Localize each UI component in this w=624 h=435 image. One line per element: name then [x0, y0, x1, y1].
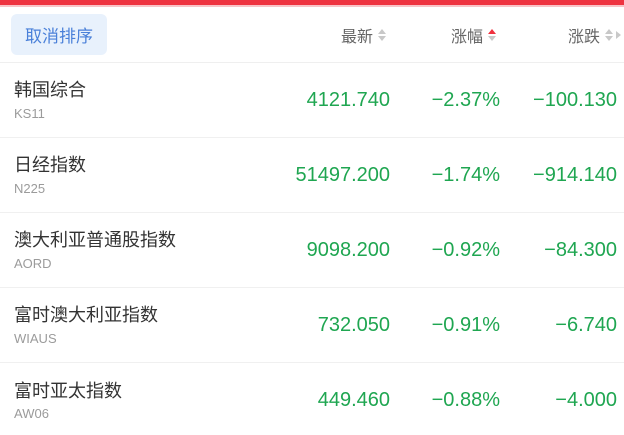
- index-row[interactable]: 日经指数 N225 51497.200 −1.74% −914.140: [0, 138, 624, 213]
- change-amount: −4.000: [555, 389, 617, 411]
- index-row[interactable]: 韩国综合 KS11 4121.740 −2.37% −100.130: [0, 63, 624, 138]
- index-identity: 富时亚太指数 AW06: [14, 380, 270, 422]
- index-row[interactable]: 富时亚太指数 AW06 449.460 −0.88% −4.000: [0, 363, 624, 435]
- index-name: 日经指数: [14, 155, 86, 176]
- index-code: AW06: [14, 406, 49, 422]
- column-header-last[interactable]: 最新: [266, 23, 386, 47]
- column-header-change-percent-label: 涨幅: [450, 28, 483, 46]
- last-price: 732.050: [317, 313, 390, 336]
- index-identity: 日经指数 N225: [14, 154, 270, 196]
- sort-arrows-icon: [605, 28, 613, 41]
- column-header-change-percent[interactable]: 涨幅: [386, 23, 496, 47]
- change-amount: −914.140: [533, 163, 617, 186]
- change-percent: −0.92%: [431, 238, 500, 261]
- index-code: N225: [14, 180, 46, 196]
- index-row[interactable]: 富时澳大利亚指数 WIAUS 732.050 −0.91% −6.740: [0, 288, 624, 363]
- last-price: 51497.200: [295, 163, 390, 186]
- column-switch-zone[interactable]: [613, 30, 624, 39]
- index-row[interactable]: 澳大利亚普通股指数 AORD 9098.200 −0.92% −84.300: [0, 213, 624, 288]
- index-code: WIAUS: [14, 330, 57, 346]
- index-row-list: 韩国综合 KS11 4121.740 −2.37% −100.130 日经指数 …: [0, 63, 624, 435]
- chevron-right-icon: [616, 30, 621, 39]
- index-identity: 富时澳大利亚指数 WIAUS: [14, 304, 270, 346]
- sort-arrows-icon: [378, 28, 386, 41]
- column-header-change-amount-label: 涨跌: [567, 28, 600, 46]
- change-percent: −0.88%: [431, 389, 500, 411]
- index-code: AORD: [14, 255, 52, 271]
- index-name: 澳大利亚普通股指数: [14, 230, 176, 251]
- last-price: 9098.200: [306, 238, 390, 261]
- index-name: 富时澳大利亚指数: [14, 305, 158, 326]
- change-amount: −6.740: [555, 313, 617, 336]
- change-percent: −0.91%: [431, 313, 500, 336]
- list-header: 取消排序 最新 涨幅 涨跌: [0, 7, 624, 63]
- sort-arrows-icon: [488, 28, 496, 41]
- index-name: 富时亚太指数: [14, 380, 122, 401]
- column-header-last-label: 最新: [340, 28, 373, 46]
- index-identity: 韩国综合 KS11: [14, 79, 270, 121]
- index-identity: 澳大利亚普通股指数 AORD: [14, 229, 270, 271]
- last-price: 4121.740: [306, 88, 390, 111]
- cancel-sort-button[interactable]: 取消排序: [11, 14, 107, 55]
- column-header-change-amount[interactable]: 涨跌: [496, 23, 613, 47]
- change-amount: −84.300: [544, 238, 617, 261]
- change-percent: −2.37%: [431, 88, 500, 111]
- top-accent-bar-fade: [0, 5, 624, 7]
- index-code: KS11: [14, 105, 45, 121]
- last-price: 449.460: [317, 389, 390, 411]
- top-accent-bar: [0, 0, 624, 5]
- change-amount: −100.130: [533, 88, 617, 111]
- index-name: 韩国综合: [14, 80, 86, 101]
- change-percent: −1.74%: [431, 163, 500, 186]
